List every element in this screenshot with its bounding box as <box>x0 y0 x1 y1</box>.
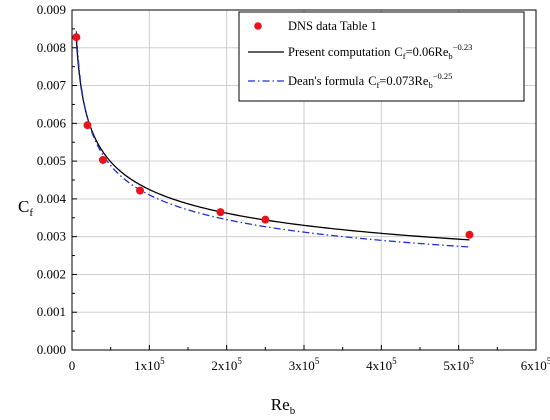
x-tick-label: 1x105 <box>134 356 165 373</box>
legend-box <box>238 11 525 102</box>
x-tick-mantissa: 3x10 <box>289 358 315 373</box>
legend-label-dean: Dean's formula Cf=0.073Reb−0.25 <box>288 71 452 90</box>
y-tick-label: 0.002 <box>37 266 66 281</box>
dns-data-point <box>72 33 81 42</box>
dns-data-point <box>83 121 92 130</box>
y-tick-label: 0.004 <box>37 191 67 206</box>
axis-ticks <box>71 9 537 351</box>
legend-dean-c: C <box>368 74 376 88</box>
y-axis-title: Cf <box>18 197 33 219</box>
y-tick-label: 0.003 <box>37 229 66 244</box>
legend-dean-exp: −0.25 <box>433 71 453 81</box>
x-tick-mantissa: 4x10 <box>366 358 392 373</box>
legend-present-re-sub: b <box>448 51 452 61</box>
legend-dean-c-sub: f <box>377 80 380 90</box>
x-axis-title-sub: b <box>290 405 296 417</box>
x-tick-label: 3x105 <box>289 356 320 373</box>
y-tick-label: 0.009 <box>37 2 66 17</box>
x-tick-label: 0 <box>69 358 76 373</box>
y-tick-label: 0.005 <box>37 153 66 168</box>
dns-data-point <box>261 215 270 224</box>
x-tick-exponent: 5 <box>237 356 242 366</box>
legend-dean-name: Dean's formula <box>288 74 365 88</box>
legend-marker-dns <box>254 22 262 30</box>
x-tick-mantissa: 2x10 <box>211 358 237 373</box>
x-tick-mantissa: 0 <box>69 358 76 373</box>
legend-present-exp: −0.23 <box>453 42 473 52</box>
curve-present-computation <box>75 38 470 241</box>
legend-label-present: Present computation Cf=0.06Reb−0.23 <box>288 42 472 61</box>
x-tick-exponent: 5 <box>315 356 320 366</box>
dns-data-point <box>98 155 107 164</box>
dns-data-point <box>216 208 225 217</box>
x-tick-exponent: 5 <box>392 356 397 366</box>
x-axis-title: Reb <box>271 395 296 417</box>
legend-dean-re-sub: b <box>428 80 432 90</box>
legend-present-mid: =0.06Re <box>406 45 449 59</box>
x-axis-title-main: Re <box>271 395 290 414</box>
y-tick-label: 0.000 <box>37 342 66 357</box>
legend: DNS data Table 1 Present computation Cf=0… <box>238 11 525 102</box>
y-axis-title-sub: f <box>29 207 33 219</box>
x-tick-label: 5x105 <box>443 356 474 373</box>
dns-data-point <box>465 230 474 239</box>
y-axis-title-main: C <box>18 197 29 216</box>
x-tick-label: 6x105 <box>521 356 550 373</box>
x-tick-label: 4x105 <box>366 356 397 373</box>
dns-data-point <box>136 186 145 195</box>
legend-present-c: C <box>394 45 402 59</box>
x-tick-exponent: 5 <box>160 356 165 366</box>
series-layer <box>72 31 474 248</box>
y-tick-label: 0.007 <box>37 78 67 93</box>
x-tick-exponent: 5 <box>547 356 550 366</box>
x-tick-label: 2x105 <box>211 356 242 373</box>
x-tick-mantissa: 5x10 <box>443 358 469 373</box>
legend-dean-mid: =0.073Re <box>379 74 429 88</box>
tick-labels: 0.000 0.001 0.002 0.003 0.004 0.005 0.006 0.007… <box>37 2 550 373</box>
y-tick-label: 0.001 <box>37 304 66 319</box>
x-tick-mantissa: 6x10 <box>521 358 547 373</box>
y-tick-label: 0.008 <box>37 40 66 55</box>
x-tick-mantissa: 1x10 <box>134 358 160 373</box>
y-tick-label: 0.006 <box>37 115 67 130</box>
legend-present-c-sub: f <box>403 51 406 61</box>
legend-present-name: Present computation <box>288 45 391 59</box>
x-tick-exponent: 5 <box>469 356 474 366</box>
curve-dean-s-formula <box>75 31 470 248</box>
legend-label-dns: DNS data Table 1 <box>288 19 377 33</box>
